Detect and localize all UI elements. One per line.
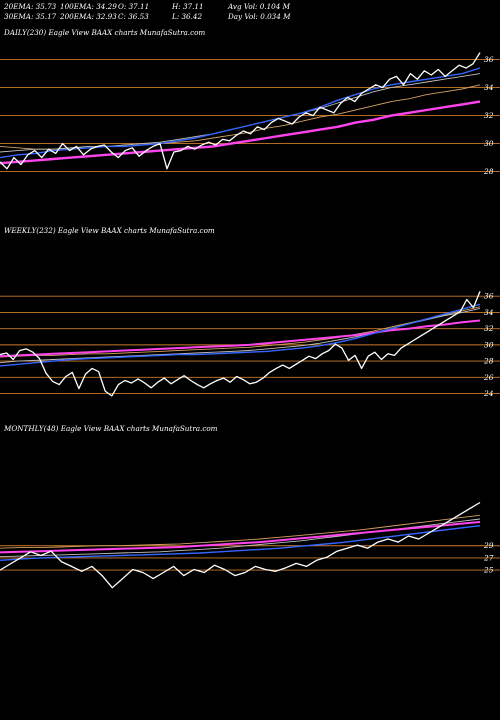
ema200-label: 200EMA: 32.93 (59, 12, 117, 21)
y-tick-label: 36 (484, 55, 494, 64)
series-ema-slow-line (0, 306, 481, 358)
series-ema-long-line (0, 100, 481, 165)
series-price-line (0, 501, 481, 589)
panel-title: MONTHLY(48) Eagle View BAAX charts Munaf… (3, 424, 218, 433)
series-ema-slow-line (0, 514, 481, 549)
open-label: O: 37.11 (118, 2, 149, 11)
low-label: L: 36.42 (171, 12, 202, 21)
panel-title: WEEKLY(232) Eagle View BAAX charts Munaf… (4, 226, 215, 235)
y-tick-label: 26 (483, 373, 494, 382)
y-tick-label: 30 (484, 340, 494, 349)
series-price-line (0, 291, 481, 397)
y-tick-label: 28 (483, 357, 494, 366)
y-tick-label: 34 (484, 308, 494, 317)
y-tick-label: 32 (484, 324, 494, 333)
high-label: H: 37.11 (171, 2, 204, 11)
y-tick-label: 28 (483, 167, 494, 176)
header-stats: 20EMA: 35.73 100EMA: 34.29 O: 37.11 H: 3… (3, 2, 291, 21)
day-vol-label: Day Vol: 0.034 M (227, 12, 291, 21)
y-tick-label: 27 (483, 553, 494, 562)
series-ema-fast-line (0, 67, 481, 159)
monthly-panel: MONTHLY(48) Eagle View BAAX charts Munaf… (0, 424, 500, 589)
ema20-label: 20EMA: 35.73 (3, 2, 57, 11)
y-tick-label: 36 (484, 292, 494, 301)
series-ema-long-line (0, 319, 481, 358)
y-tick-label: 29 (483, 541, 494, 550)
series-price-line (0, 52, 481, 170)
ema100-label: 100EMA: 34.29 (60, 2, 117, 11)
daily-panel: DAILY(230) Eagle View BAAX charts Munafa… (0, 28, 500, 176)
y-tick-label: 32 (484, 111, 494, 120)
y-tick-label: 30 (484, 139, 494, 148)
avg-vol-label: Avg Vol: 0.104 M (227, 2, 291, 11)
y-tick-label: 24 (483, 389, 494, 398)
ema30-label: 30EMA: 35.17 (4, 12, 57, 21)
series-ema-long-line (0, 521, 481, 554)
y-tick-label: 25 (483, 566, 494, 575)
weekly-panel: WEEKLY(232) Eagle View BAAX charts Munaf… (0, 226, 500, 398)
series-ema-fast-line (0, 303, 481, 367)
panel-title: DAILY(230) Eagle View BAAX charts Munafa… (3, 28, 205, 37)
close-label: C: 36.53 (118, 12, 149, 21)
y-tick-label: 34 (484, 83, 494, 92)
series-ema-fast-line (0, 525, 481, 561)
